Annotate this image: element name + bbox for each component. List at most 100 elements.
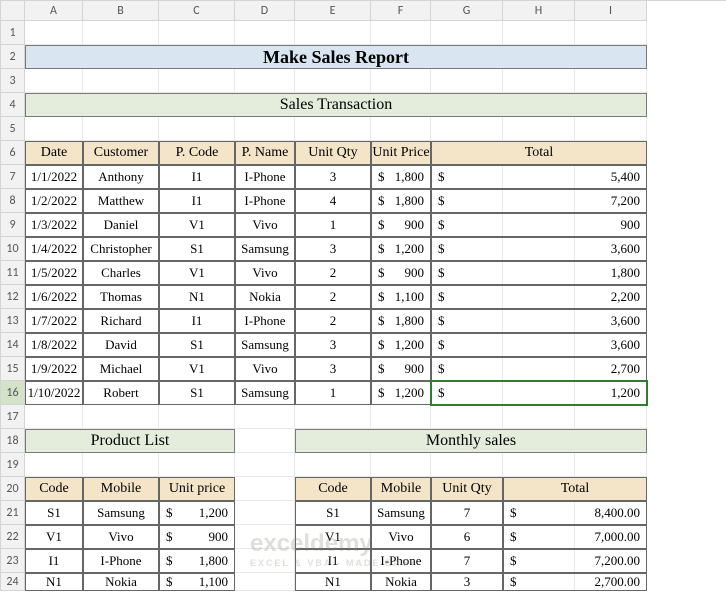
cell[interactable] bbox=[235, 549, 295, 573]
monthly-total[interactable]: $7,200.00 bbox=[503, 549, 647, 573]
trans-customer[interactable]: Anthony bbox=[83, 165, 159, 189]
cell[interactable] bbox=[503, 69, 575, 93]
row-header-14[interactable]: 14 bbox=[1, 333, 25, 357]
cell[interactable] bbox=[83, 453, 159, 477]
cell[interactable] bbox=[371, 453, 431, 477]
trans-qty[interactable]: 3 bbox=[295, 333, 371, 357]
trans-code[interactable]: S1 bbox=[159, 381, 235, 405]
cell[interactable] bbox=[159, 117, 235, 141]
cell[interactable] bbox=[295, 69, 371, 93]
trans-total[interactable]: $1,200 bbox=[431, 381, 647, 405]
cell[interactable] bbox=[431, 453, 503, 477]
trans-total[interactable]: $900 bbox=[431, 213, 647, 237]
cell[interactable] bbox=[83, 405, 159, 429]
row-header-11[interactable]: 11 bbox=[1, 261, 25, 285]
product-mobile[interactable]: I-Phone bbox=[83, 549, 159, 573]
cell[interactable] bbox=[83, 117, 159, 141]
product-mobile[interactable]: Samsung bbox=[83, 501, 159, 525]
cell[interactable] bbox=[235, 525, 295, 549]
monthly-mobile[interactable]: Vivo bbox=[371, 525, 431, 549]
row-header-1[interactable]: 1 bbox=[1, 21, 25, 45]
col-header-C[interactable]: C bbox=[159, 1, 235, 21]
product-code[interactable]: S1 bbox=[25, 501, 83, 525]
trans-customer[interactable]: Matthew bbox=[83, 189, 159, 213]
row-header-10[interactable]: 10 bbox=[1, 237, 25, 261]
cell[interactable] bbox=[575, 21, 647, 45]
trans-price[interactable]: $1,800 bbox=[371, 189, 431, 213]
trans-customer[interactable]: Charles bbox=[83, 261, 159, 285]
col-header-H[interactable]: H bbox=[503, 1, 575, 21]
trans-date[interactable]: 1/9/2022 bbox=[25, 357, 83, 381]
col-header-F[interactable]: F bbox=[371, 1, 431, 21]
trans-customer[interactable]: Daniel bbox=[83, 213, 159, 237]
trans-price[interactable]: $900 bbox=[371, 261, 431, 285]
cell[interactable] bbox=[25, 21, 83, 45]
trans-date[interactable]: 1/2/2022 bbox=[25, 189, 83, 213]
trans-code[interactable]: N1 bbox=[159, 285, 235, 309]
trans-customer[interactable]: Thomas bbox=[83, 285, 159, 309]
trans-price[interactable]: $900 bbox=[371, 213, 431, 237]
monthly-total[interactable]: $2,700.00 bbox=[503, 573, 647, 591]
trans-name[interactable]: I-Phone bbox=[235, 189, 295, 213]
col-header-D[interactable]: D bbox=[235, 1, 295, 21]
row-header-5[interactable]: 5 bbox=[1, 117, 25, 141]
trans-date[interactable]: 1/10/2022 bbox=[25, 381, 83, 405]
trans-total[interactable]: $3,600 bbox=[431, 237, 647, 261]
row-header-2[interactable]: 2 bbox=[1, 45, 25, 69]
trans-customer[interactable]: Robert bbox=[83, 381, 159, 405]
product-mobile[interactable]: Vivo bbox=[83, 525, 159, 549]
product-code[interactable]: I1 bbox=[25, 549, 83, 573]
monthly-total[interactable]: $8,400.00 bbox=[503, 501, 647, 525]
col-header-B[interactable]: B bbox=[83, 1, 159, 21]
monthly-qty[interactable]: 6 bbox=[431, 525, 503, 549]
trans-qty[interactable]: 3 bbox=[295, 237, 371, 261]
trans-date[interactable]: 1/8/2022 bbox=[25, 333, 83, 357]
trans-price[interactable]: $1,200 bbox=[371, 381, 431, 405]
cell[interactable] bbox=[371, 405, 431, 429]
cell[interactable] bbox=[295, 405, 371, 429]
cell[interactable] bbox=[83, 69, 159, 93]
trans-qty[interactable]: 2 bbox=[295, 309, 371, 333]
trans-price[interactable]: $1,800 bbox=[371, 309, 431, 333]
trans-code[interactable]: I1 bbox=[159, 189, 235, 213]
col-header-E[interactable]: E bbox=[295, 1, 371, 21]
monthly-code[interactable]: I1 bbox=[295, 549, 371, 573]
row-header-23[interactable]: 23 bbox=[1, 549, 25, 573]
cell[interactable] bbox=[235, 453, 295, 477]
cell[interactable] bbox=[575, 453, 647, 477]
monthly-mobile[interactable]: I-Phone bbox=[371, 549, 431, 573]
trans-code[interactable]: S1 bbox=[159, 237, 235, 261]
cell[interactable] bbox=[371, 117, 431, 141]
cell[interactable] bbox=[159, 21, 235, 45]
trans-date[interactable]: 1/7/2022 bbox=[25, 309, 83, 333]
cell[interactable] bbox=[25, 405, 83, 429]
trans-date[interactable]: 1/5/2022 bbox=[25, 261, 83, 285]
trans-total[interactable]: $5,400 bbox=[431, 165, 647, 189]
trans-code[interactable]: V1 bbox=[159, 357, 235, 381]
row-header-3[interactable]: 3 bbox=[1, 69, 25, 93]
trans-date[interactable]: 1/3/2022 bbox=[25, 213, 83, 237]
cell[interactable] bbox=[503, 405, 575, 429]
select-all-corner[interactable] bbox=[1, 1, 25, 21]
trans-code[interactable]: V1 bbox=[159, 261, 235, 285]
cell[interactable] bbox=[295, 453, 371, 477]
row-header-18[interactable]: 18 bbox=[1, 429, 25, 453]
cell[interactable] bbox=[235, 117, 295, 141]
product-price[interactable]: $900 bbox=[159, 525, 235, 549]
trans-qty[interactable]: 1 bbox=[295, 213, 371, 237]
trans-name[interactable]: Samsung bbox=[235, 381, 295, 405]
cell[interactable] bbox=[295, 117, 371, 141]
row-header-17[interactable]: 17 bbox=[1, 405, 25, 429]
col-header-A[interactable]: A bbox=[25, 1, 83, 21]
row-header-19[interactable]: 19 bbox=[1, 453, 25, 477]
product-price[interactable]: $1,100 bbox=[159, 573, 235, 591]
trans-price[interactable]: $1,200 bbox=[371, 333, 431, 357]
trans-qty[interactable]: 2 bbox=[295, 285, 371, 309]
row-header-12[interactable]: 12 bbox=[1, 285, 25, 309]
trans-name[interactable]: Vivo bbox=[235, 213, 295, 237]
cell[interactable] bbox=[503, 453, 575, 477]
cell[interactable] bbox=[431, 69, 503, 93]
trans-code[interactable]: I1 bbox=[159, 165, 235, 189]
trans-total[interactable]: $3,600 bbox=[431, 309, 647, 333]
cell[interactable] bbox=[575, 405, 647, 429]
